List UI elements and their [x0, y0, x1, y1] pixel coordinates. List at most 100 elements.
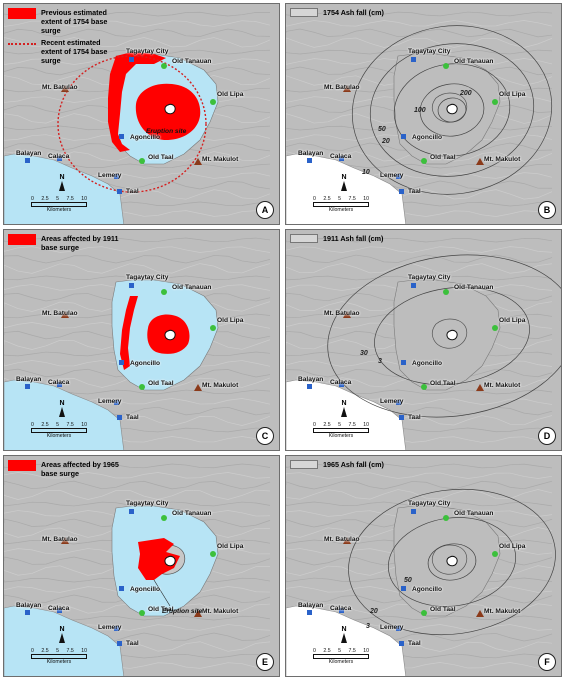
legend-swatch	[8, 38, 36, 49]
surge-extent-1754-previous	[108, 52, 201, 152]
mt_batulao-marker	[343, 311, 351, 318]
place-label-taal: Taal	[408, 188, 421, 195]
place-label-calaca: Calaca	[330, 605, 352, 612]
place-label-mt_makulot: Mt. Makulot	[484, 608, 521, 615]
tagaytay-marker	[411, 57, 416, 62]
old_taal-marker	[421, 158, 427, 164]
place-label-taal: Taal	[408, 640, 421, 647]
place-label-agoncillo: Agoncillo	[130, 360, 161, 367]
old_taal-marker	[139, 610, 145, 616]
north-label: N	[341, 626, 347, 633]
scale-bar-graphic	[313, 654, 369, 659]
calaca-marker	[339, 608, 344, 613]
map-panel-a: Previous estimated extent of 1754 base s…	[3, 3, 280, 225]
surge-area-1965	[138, 538, 180, 580]
legend-label: 1754 Ash fall (cm)	[323, 8, 384, 17]
taal-marker	[399, 189, 404, 194]
ash-contour-label: 200	[460, 90, 472, 97]
place-label-mt_batulao: Mt. Batulao	[324, 84, 360, 91]
north-arrow-icon	[341, 407, 347, 417]
relief-line	[286, 28, 553, 38]
place-label-mt_makulot: Mt. Makulot	[202, 156, 239, 163]
old_taal-marker	[421, 610, 427, 616]
ash-contour-label: 30	[360, 350, 368, 357]
mt_makulot-marker	[476, 610, 484, 617]
mt_batulao-marker	[61, 537, 69, 544]
north-arrow: N	[339, 174, 349, 191]
scale-tick-label: 10	[363, 196, 369, 202]
legend-item: Areas affected by 1911 base surge	[8, 234, 123, 252]
place-label-calaca: Calaca	[330, 153, 352, 160]
relief-line	[286, 49, 553, 55]
balayan-marker	[307, 610, 312, 615]
mt_batulao-marker	[343, 537, 351, 544]
mt_makulot-marker	[476, 158, 484, 165]
legend: Areas affected by 1965 base surge	[8, 460, 123, 481]
place-label-tagaytay: Tagaytay City	[126, 274, 169, 281]
legend: Previous estimated extent of 1754 base s…	[8, 8, 123, 68]
scale-bar-graphic	[31, 202, 87, 207]
ash-contour-label: 50	[378, 126, 386, 133]
legend-swatch	[290, 8, 318, 17]
taal-marker	[117, 641, 122, 646]
scale-tick-label: 5	[338, 196, 341, 202]
ash-isopach-2	[348, 488, 556, 636]
calaca-marker	[339, 382, 344, 387]
crater	[164, 103, 176, 115]
map-canvas	[4, 230, 279, 450]
place-label-calaca: Calaca	[48, 379, 70, 386]
eruption-site-leader	[153, 579, 171, 607]
relief-line	[286, 501, 553, 507]
north-arrow-icon	[341, 181, 347, 191]
relief-line	[4, 49, 271, 55]
panel-letter: F	[538, 653, 556, 671]
map-panel-e: Areas affected by 1965 base surge Tagayta…	[3, 455, 280, 677]
north-label: N	[59, 400, 65, 407]
lemery-marker	[114, 174, 119, 179]
legend-label: Recent estimated extent of 1754 base sur…	[41, 38, 108, 65]
mt_makulot-marker	[194, 158, 202, 165]
place-label-calaca: Calaca	[330, 379, 352, 386]
map-canvas	[4, 4, 279, 224]
scale-tick-label: 10	[81, 422, 87, 428]
legend-swatch	[290, 234, 318, 243]
relief-line	[286, 472, 553, 479]
place-label-balayan: Balayan	[298, 602, 324, 609]
legend-label: 1911 Ash fall (cm)	[323, 234, 384, 243]
balayan-marker	[25, 384, 30, 389]
place-label-agoncillo: Agoncillo	[412, 360, 443, 367]
old_lipa-marker	[210, 325, 216, 331]
agoncillo-marker	[401, 134, 406, 139]
scale-tick-label: 0	[31, 196, 34, 202]
place-label-old_lipa: Old Lipa	[499, 543, 526, 550]
place-label-lemery: Lemery	[98, 398, 122, 405]
legend-item: 1911 Ash fall (cm)	[290, 234, 423, 243]
place-label-mt_batulao: Mt. Batulao	[324, 310, 360, 317]
place-label-agoncillo: Agoncillo	[130, 586, 161, 593]
old_tanauan-marker	[161, 289, 167, 295]
panel-letter: B	[538, 201, 556, 219]
ash-isopach-0	[374, 286, 530, 386]
relief-line	[4, 501, 271, 507]
scale-tick-label: 5	[338, 648, 341, 654]
relief-line	[4, 463, 271, 469]
panel-letter: D	[538, 427, 556, 445]
old_tanauan-marker	[443, 515, 449, 521]
ash-isopach-4	[351, 25, 553, 195]
place-label-mt_batulao: Mt. Batulao	[42, 310, 78, 317]
scale-ticks: 0 2.5 5 7.5 10	[31, 648, 87, 654]
taal-marker	[399, 641, 404, 646]
place-label-old_tanauan: Old Tanauan	[454, 58, 494, 65]
place-label-mt_batulao: Mt. Batulao	[42, 84, 78, 91]
scale-tick-label: 7.5	[66, 422, 74, 428]
relief-line	[286, 254, 553, 264]
relief-line	[286, 463, 553, 469]
ash-contour-label: 3	[366, 623, 370, 630]
taal-marker	[399, 415, 404, 420]
scale-tick-label: 2.5	[323, 196, 331, 202]
scale-bar-graphic	[31, 654, 87, 659]
north-arrow: N	[57, 174, 67, 191]
old_lipa-marker	[492, 99, 498, 105]
scale-tick-label: 5	[56, 648, 59, 654]
balayan-marker	[25, 610, 30, 615]
